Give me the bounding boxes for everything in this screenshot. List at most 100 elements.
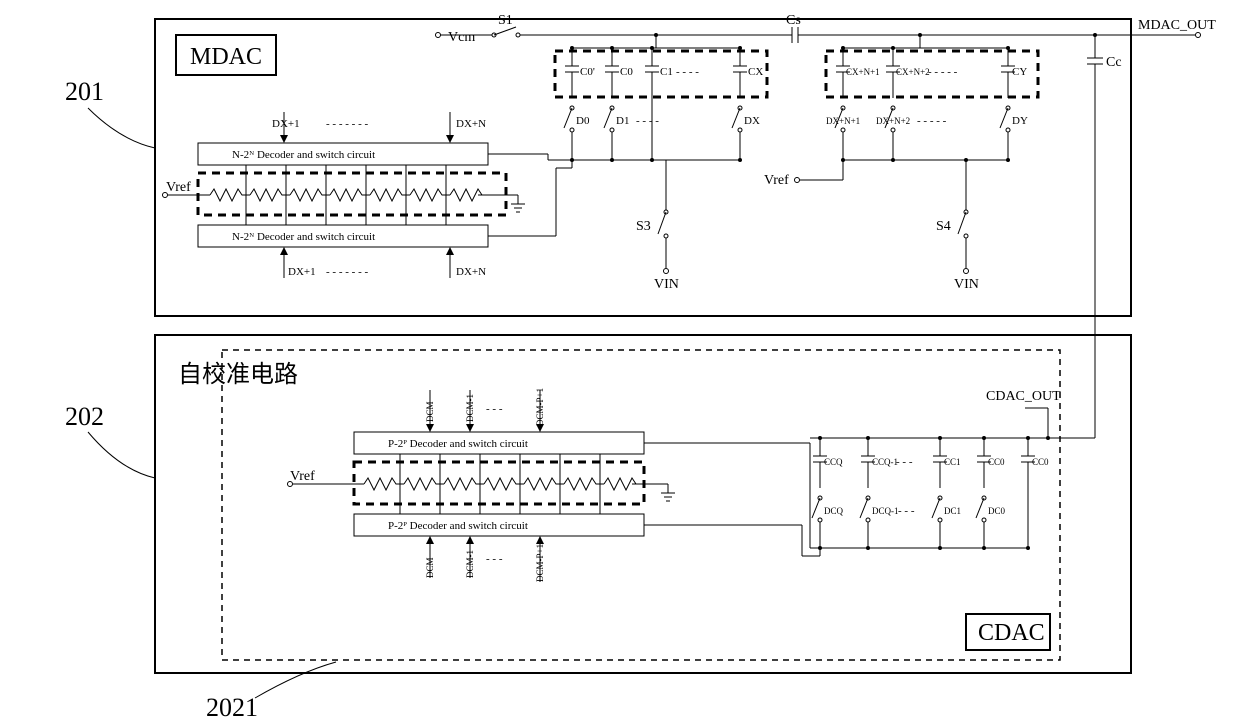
svg-text:D1: D1 bbox=[616, 115, 629, 127]
d-sw-1: D1 bbox=[604, 106, 629, 160]
svg-text:CC1: CC1 bbox=[944, 457, 961, 467]
svg-text:DCM-P+1: DCM-P+1 bbox=[535, 544, 545, 582]
cs-label: Cs bbox=[786, 13, 801, 28]
leader-202 bbox=[88, 432, 155, 478]
cdac-out-label: CDAC_OUT bbox=[986, 389, 1061, 404]
vin1-label: VIN bbox=[654, 277, 679, 292]
svg-text:DC0: DC0 bbox=[988, 506, 1006, 516]
svg-text:DC1: DC1 bbox=[944, 506, 961, 516]
svg-text:N-2ᴺ Decoder and switch circui: N-2ᴺ Decoder and switch circuit bbox=[232, 149, 375, 161]
svg-text:CCQ: CCQ bbox=[824, 457, 843, 467]
cdac-title: CDAC bbox=[978, 620, 1045, 646]
dc-sw-q: DCQ bbox=[812, 496, 844, 548]
cdac-bot-in-2: DCM-1 bbox=[465, 536, 475, 578]
svg-text:DX+N+2: DX+N+2 bbox=[876, 116, 910, 126]
leader-201 bbox=[88, 108, 155, 148]
bot-gap: - - - - - - - bbox=[326, 266, 368, 278]
cap1-gap: - - - - bbox=[676, 66, 699, 78]
s3-switch bbox=[658, 212, 666, 234]
cdac-bot-in-1: DCM bbox=[425, 536, 435, 578]
svg-text:DY: DY bbox=[1012, 115, 1028, 127]
dc-sw-1: DC1 bbox=[932, 496, 961, 548]
cc-label: Cc bbox=[1106, 55, 1122, 70]
d-sw-xn1: DX+N+1 bbox=[826, 106, 860, 160]
mdac-out-label: MDAC_OUT bbox=[1138, 18, 1216, 33]
top-gap: - - - - - - - bbox=[326, 118, 368, 130]
cdac-top-gap: - - - bbox=[486, 403, 503, 415]
top-in-1: DX+1 bbox=[272, 118, 300, 130]
dc-sw-q1: DCQ-1 bbox=[860, 496, 899, 548]
leader-2021 bbox=[255, 662, 336, 698]
svg-text:N-2ᴺ Decoder and switch circui: N-2ᴺ Decoder and switch circuit bbox=[232, 231, 375, 243]
svg-text:CC0: CC0 bbox=[1032, 457, 1049, 467]
s4-switch bbox=[958, 212, 966, 234]
svg-text:CX: CX bbox=[748, 66, 763, 78]
cdac-resistors bbox=[364, 478, 636, 490]
dc-sw-0: DC0 bbox=[976, 496, 1006, 548]
schematic-root: 201 MDAC Vcm S1 Cs MDAC_OUT Cc C0' C0 C1… bbox=[0, 0, 1239, 728]
svg-text:P-2ᴾ Decoder and switch circui: P-2ᴾ Decoder and switch circuit bbox=[388, 520, 528, 532]
mdac-out-term bbox=[1196, 33, 1201, 38]
s4-label: S4 bbox=[936, 219, 951, 234]
cap-cxn2: CX+N+2 bbox=[886, 48, 930, 98]
top-in-2: DX+N bbox=[456, 118, 486, 130]
cdac-bot-in-3: DCM-P+1 bbox=[535, 536, 545, 582]
cdac-dashed-box bbox=[222, 350, 1060, 660]
vin2-label: VIN bbox=[954, 277, 979, 292]
d-sw-y: DY bbox=[1000, 106, 1028, 160]
mdac-resistors bbox=[210, 189, 482, 201]
cap-ccq: CCQ bbox=[813, 438, 843, 488]
svg-text:DCM-P+1: DCM-P+1 bbox=[535, 388, 545, 426]
svg-text:DCQ: DCQ bbox=[824, 506, 844, 516]
d-sw-x: DX bbox=[732, 106, 760, 160]
svg-text:DCQ-1: DCQ-1 bbox=[872, 506, 899, 516]
svg-text:D0: D0 bbox=[576, 115, 590, 127]
svg-text:DCM: DCM bbox=[425, 557, 435, 578]
s1-switch bbox=[494, 27, 516, 35]
svg-text:CCQ-1: CCQ-1 bbox=[872, 457, 898, 467]
cap-cy: CY bbox=[1001, 48, 1027, 98]
bot-in-2: DX+N bbox=[456, 266, 486, 278]
cdac-dc-gap: - - - bbox=[898, 505, 915, 517]
cdac-vref-label: Vref bbox=[290, 469, 315, 484]
cdac-top-in-3: DCM-P+1 bbox=[535, 388, 545, 432]
ref-2021: 2021 bbox=[206, 693, 258, 722]
cap-c0p: C0' bbox=[565, 48, 595, 98]
svg-text:C0': C0' bbox=[580, 66, 595, 78]
svg-text:CX+N+1: CX+N+1 bbox=[846, 67, 880, 77]
ref-201: 201 bbox=[65, 77, 104, 106]
d2-gap: - - - - - bbox=[917, 115, 947, 127]
bot-in-1: DX+1 bbox=[288, 266, 316, 278]
vref2-label: Vref bbox=[764, 173, 789, 188]
svg-text:DX+N+1: DX+N+1 bbox=[826, 116, 860, 126]
d-sw-0: D0 bbox=[564, 106, 590, 160]
cap2-gap: - - - - - bbox=[928, 66, 958, 78]
cap-c0: C0 bbox=[605, 48, 633, 98]
d1-gap: - - - - bbox=[636, 115, 659, 127]
cap-ccq1: CCQ-1 bbox=[861, 438, 898, 488]
svg-text:DCM-1: DCM-1 bbox=[465, 394, 475, 422]
svg-text:P-2ᴾ Decoder and switch circui: P-2ᴾ Decoder and switch circuit bbox=[388, 438, 528, 450]
s1-label: S1 bbox=[498, 13, 513, 28]
vcm-term bbox=[436, 33, 441, 38]
cap-cxn1: CX+N+1 bbox=[836, 48, 880, 98]
d-sw-xn2: DX+N+2 bbox=[876, 106, 910, 160]
cdac-bot-gap: - - - bbox=[486, 553, 503, 565]
svg-text:CY: CY bbox=[1012, 66, 1027, 78]
svg-text:DX: DX bbox=[744, 115, 760, 127]
cdac-top-in-1: DCM bbox=[425, 390, 435, 432]
cap-c1: C1 bbox=[645, 48, 673, 98]
vref-label: Vref bbox=[166, 180, 191, 195]
selfcal-title: 自校准电路 bbox=[178, 361, 298, 388]
svg-text:DCM-1: DCM-1 bbox=[465, 550, 475, 578]
mdac-title: MDAC bbox=[190, 44, 262, 70]
s3-label: S3 bbox=[636, 219, 651, 234]
mdac-resistor-box bbox=[198, 173, 506, 215]
ref-202: 202 bbox=[65, 402, 104, 431]
cdac-top-in-2: DCM-1 bbox=[465, 390, 475, 432]
svg-text:DCM: DCM bbox=[425, 401, 435, 422]
cdac-cap-gap: - - - bbox=[896, 456, 913, 468]
svg-text:C1: C1 bbox=[660, 66, 673, 78]
cap-cc0b: CC0 bbox=[1021, 438, 1049, 488]
svg-text:CC0: CC0 bbox=[988, 457, 1005, 467]
